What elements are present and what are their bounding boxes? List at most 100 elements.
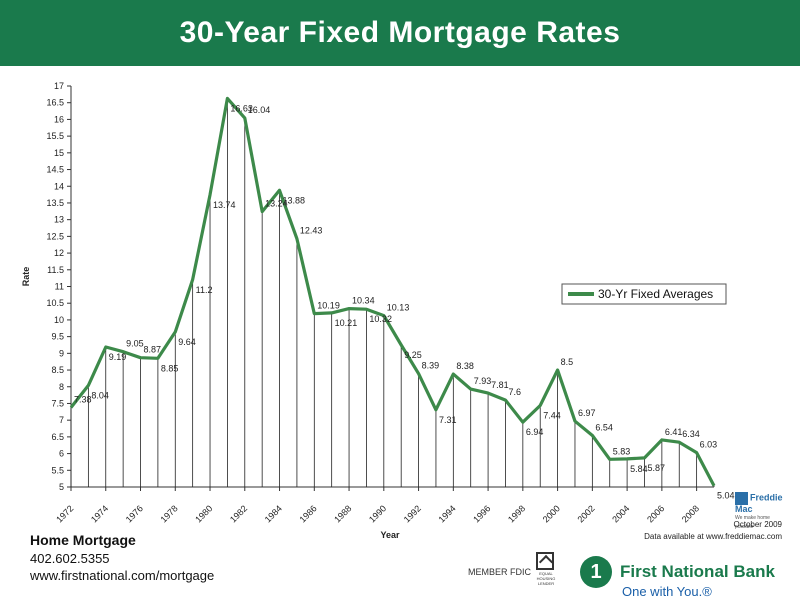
- source-availability: Data available at www.freddiemac.com: [644, 532, 782, 541]
- y-tick-label: 9: [59, 348, 64, 358]
- x-tick-label: 1986: [297, 503, 318, 524]
- data-label: 5.87: [647, 463, 665, 473]
- data-label: 5.84: [630, 464, 648, 474]
- freddie-mac-logo: Freddie Mac We make home possible: [735, 492, 783, 530]
- phone-number: 402.602.5355: [30, 551, 110, 566]
- data-label: 6.41: [665, 427, 683, 437]
- data-label: 7.44: [543, 410, 561, 420]
- data-label: 13.74: [213, 200, 236, 210]
- y-tick-label: 16.5: [46, 98, 64, 108]
- source-date: October 2009: [733, 520, 782, 529]
- y-tick-label: 13.5: [46, 198, 64, 208]
- x-tick-label: 1972: [54, 503, 75, 524]
- x-tick-label: 1994: [437, 503, 458, 524]
- x-tick-label: 1990: [367, 503, 388, 524]
- x-tick-label: 1998: [506, 503, 527, 524]
- x-tick-label: 1996: [471, 503, 492, 524]
- x-tick-label: 1980: [193, 503, 214, 524]
- y-tick-label: 10.5: [46, 298, 64, 308]
- data-label: 10.32: [369, 314, 392, 324]
- x-tick-label: 1978: [158, 503, 179, 524]
- x-tick-label: 2004: [610, 503, 631, 524]
- drop-lines: [70, 98, 715, 487]
- data-label: 8.04: [91, 390, 109, 400]
- legend: 30-Yr Fixed Averages: [561, 283, 727, 305]
- x-tick-label: 1976: [124, 503, 145, 524]
- data-label: 6.94: [526, 427, 544, 437]
- data-labels: 7.38 8.04 9.19 9.058.87 8.85 9.64 11.2 13.74 16.…: [74, 103, 735, 500]
- equal-housing-text: EQUAL HOUSING LENDER: [536, 571, 556, 586]
- y-tick-label: 16: [54, 114, 64, 124]
- data-label: 13.24: [265, 199, 288, 209]
- legend-box: [561, 283, 727, 305]
- x-tick-label: 1982: [228, 503, 249, 524]
- legend-label: 30-Yr Fixed Averages: [598, 287, 713, 301]
- x-tick-label: 2002: [576, 503, 597, 524]
- data-label: 7.38: [74, 394, 92, 404]
- y-tick-label: 8.5: [51, 365, 64, 375]
- y-tick-label: 15: [54, 148, 64, 158]
- data-label: 7.31: [439, 415, 457, 425]
- y-tick-label: 9.5: [51, 332, 64, 342]
- member-fdic: MEMBER FDIC: [468, 567, 531, 577]
- data-label: 6.34: [682, 429, 700, 439]
- data-label: 10.19: [317, 301, 340, 311]
- data-label: 5.04: [717, 491, 735, 501]
- data-label: 9.05: [126, 339, 144, 349]
- header-banner: 30-Year Fixed Mortgage Rates: [0, 0, 800, 66]
- equal-housing-icon: [536, 552, 554, 570]
- x-tick-label: 1984: [263, 503, 284, 524]
- x-axis-title: Year: [380, 530, 400, 540]
- y-tick-label: 10: [54, 315, 64, 325]
- data-label: 6.03: [700, 440, 718, 450]
- chart: 5 5.5 6 6.5 7 7.5 8 8.5 9 9.5 10 10.5 11 11.5 12 12.5 13…: [21, 81, 735, 540]
- y-tick-label: 13: [54, 215, 64, 225]
- y-tick-label: 8: [59, 382, 64, 392]
- data-label: 11.2: [196, 285, 213, 295]
- bank-logo-icon: 1: [580, 556, 612, 588]
- y-tick-label: 14: [54, 181, 64, 191]
- data-label: 9.64: [178, 337, 196, 347]
- data-label: 16.04: [248, 105, 271, 115]
- y-tick-label: 6: [59, 449, 64, 459]
- y-tick-label: 12: [54, 248, 64, 258]
- series-line-30yr-fixed: [69, 96, 716, 487]
- x-tick-label: 1974: [89, 503, 110, 524]
- data-label: 10.21: [335, 318, 358, 328]
- y-tick-label: 15.5: [46, 131, 64, 141]
- company-title: Home Mortgage: [30, 532, 136, 548]
- data-label: 8.39: [422, 361, 440, 371]
- data-label: 6.54: [595, 423, 613, 433]
- contact-block: Home Mortgage 402.602.5355 www.firstnati…: [30, 532, 214, 585]
- freddie-mac-house-icon: [735, 492, 748, 505]
- data-label: 7.6: [508, 387, 521, 397]
- data-label: 12.43: [300, 226, 323, 236]
- x-tick-label: 2006: [645, 503, 666, 524]
- data-label: 7.93: [474, 376, 492, 386]
- chart-title: 30-Year Fixed Mortgage Rates: [179, 16, 621, 49]
- y-tick-label: 11: [55, 282, 64, 292]
- y-axis-title: Rate: [21, 267, 31, 287]
- x-tick-label: 1992: [402, 503, 423, 524]
- data-label: 9.25: [404, 350, 422, 360]
- website-link[interactable]: www.firstnational.com/mortgage: [30, 568, 215, 583]
- data-label: 6.97: [578, 408, 596, 418]
- data-label: 8.85: [161, 363, 179, 373]
- data-label: 10.13: [387, 303, 410, 313]
- data-label: 16.63: [230, 103, 253, 113]
- data-label: 8.87: [144, 345, 162, 355]
- data-label: 8.38: [456, 361, 474, 371]
- x-tick-label: 2008: [680, 503, 701, 524]
- x-tick-label: 1988: [332, 503, 353, 524]
- y-tick-label: 6.5: [51, 432, 64, 442]
- y-tick-label: 17: [54, 81, 64, 91]
- series-layer: [69, 96, 716, 487]
- x-tick-label: 2000: [541, 503, 562, 524]
- data-label: 13.88: [283, 195, 306, 205]
- data-label: 10.34: [352, 296, 375, 306]
- y-tick-label: 7: [59, 415, 64, 425]
- bank-name: First National Bank: [620, 562, 775, 581]
- y-tick-label: 11.5: [47, 265, 64, 275]
- bank-tagline: One with You.®: [622, 584, 712, 599]
- y-tick-label: 5.5: [51, 465, 64, 475]
